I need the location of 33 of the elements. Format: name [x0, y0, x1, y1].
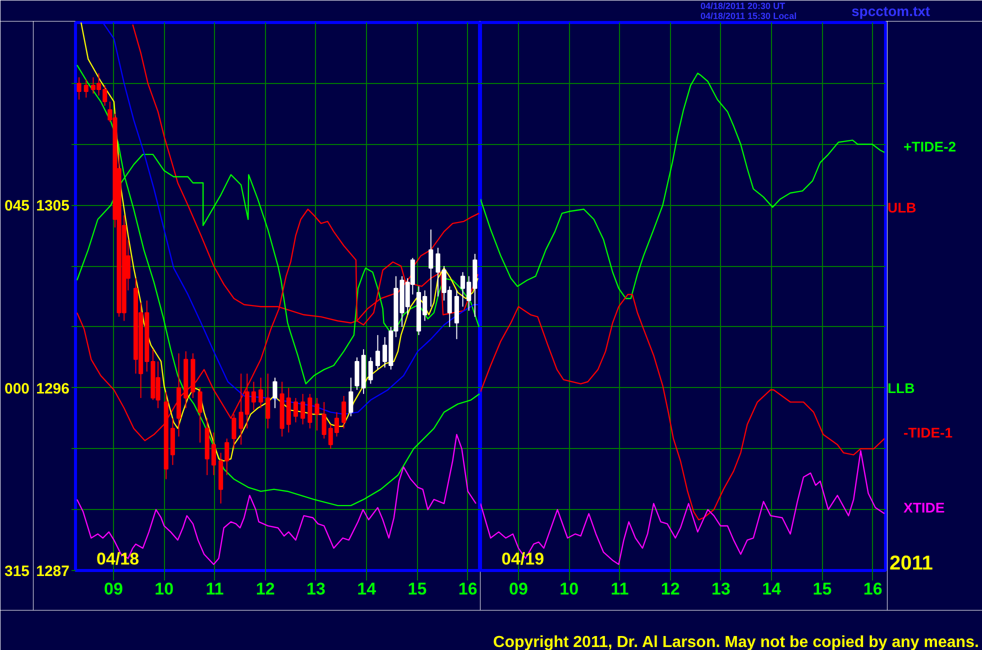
- text: LLB: [888, 380, 915, 396]
- x-tick-label: 11: [610, 580, 629, 598]
- text: ULB: [888, 199, 916, 216]
- x-tick-label: 12: [660, 580, 680, 598]
- x-tick-label: 12: [256, 580, 275, 598]
- y-tick-label: 1296: [36, 380, 70, 398]
- text: 04/18/2011 20:30 UT: [700, 0, 786, 11]
- x-tick-label: 16: [863, 580, 882, 598]
- x-tick-label: 11: [206, 580, 224, 598]
- text: 000: [4, 380, 30, 398]
- y-tick-label: 1305: [36, 198, 70, 215]
- x-tick-label: 09: [104, 580, 123, 598]
- series-label: XTIDE: [904, 500, 945, 516]
- text: 04/18/2011 15:30 Local: [700, 11, 797, 21]
- x-tick-label: 14: [762, 580, 782, 598]
- series-label: +TIDE-2: [904, 138, 956, 154]
- x-tick-label: 13: [712, 580, 730, 598]
- x-tick-label: 10: [154, 580, 174, 598]
- annotation: 04/19: [502, 550, 544, 568]
- x-tick-label: 16: [458, 580, 478, 598]
- y-tick-label: 1287: [36, 563, 70, 580]
- text: spcctom.txt: [852, 3, 930, 19]
- x-tick-label: 15: [408, 580, 427, 598]
- x-tick-label: 13: [306, 580, 326, 598]
- x-tick-label: 14: [357, 580, 377, 598]
- series-label: -TIDE-1: [904, 424, 953, 441]
- x-tick-label: 09: [509, 580, 528, 598]
- text: 315: [4, 563, 30, 580]
- annotation: 04/18: [96, 550, 140, 568]
- text: 2011: [890, 552, 933, 574]
- x-tick-label: 10: [560, 580, 579, 598]
- x-tick-label: 15: [812, 580, 832, 598]
- text: 045: [4, 198, 30, 215]
